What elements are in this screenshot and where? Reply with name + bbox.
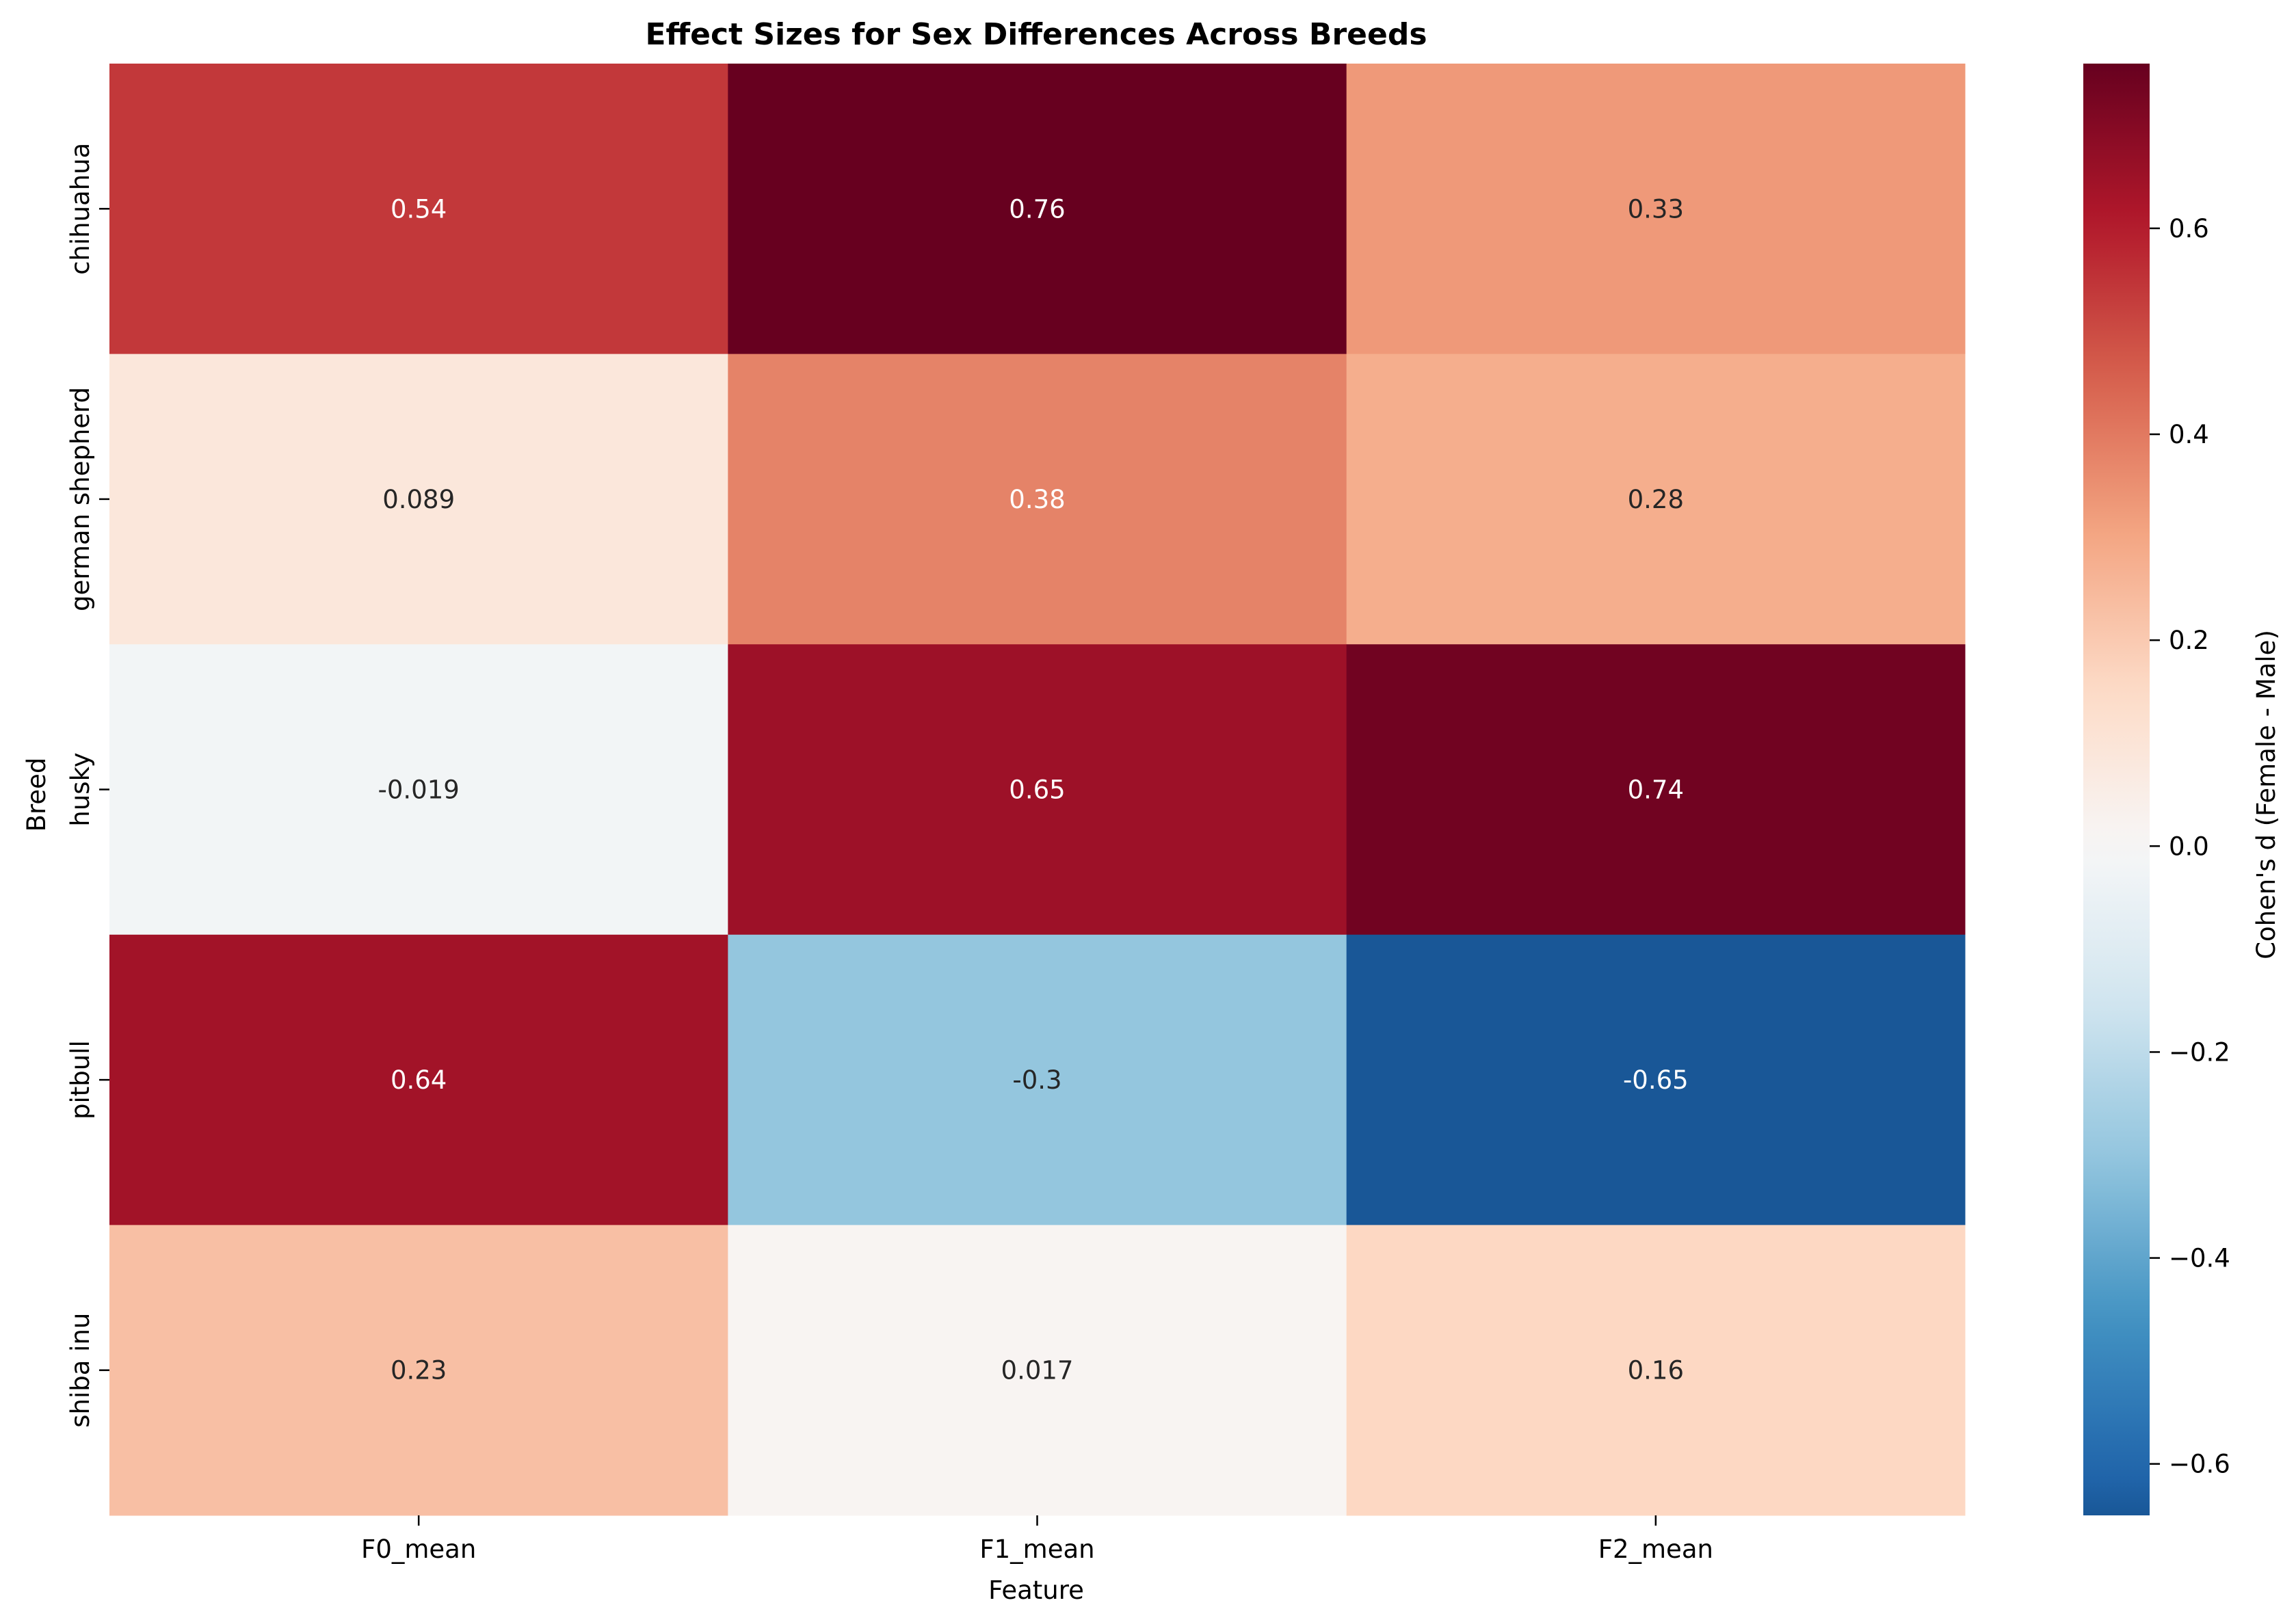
heatmap-cell [109,64,728,355]
cell-value-label: -0.65 [1623,1065,1689,1095]
cell-value-label: 0.16 [1628,1356,1684,1385]
heatmap-cell [1346,354,1966,645]
cell-value-label: 0.28 [1628,485,1684,514]
colorbar-tick-label: −0.4 [2169,1244,2230,1273]
y-tick-label: pitbull [66,1040,95,1119]
colorbar-tick-label: 0.2 [2169,626,2209,655]
heatmap-cell [1346,644,1966,935]
cell-value-label: 0.23 [391,1356,447,1385]
cell-value-label: 0.76 [1009,194,1065,224]
colorbar-tick-label: 0.6 [2169,214,2209,243]
heatmap-cell [728,1225,1347,1516]
heatmap-cell-labels: 0.54 0.76 0.33 0.089 0.38 0.28 -0.019 0.65 0.74 0… [378,194,1689,1385]
heatmap-cell [728,354,1347,645]
x-axis-label: Feature [988,1576,1084,1605]
heatmap-cell [728,644,1347,935]
heatmap-cells [109,64,1966,1516]
heatmap-cell [1346,934,1966,1225]
heatmap-cell [728,934,1347,1225]
cell-value-label: 0.65 [1009,775,1065,805]
y-axis: chihuahua german shepherd husky pitbull shib… [66,143,109,1428]
x-tick-label: F0_mean [361,1535,476,1564]
colorbar-tick-label: 0.4 [2169,420,2209,449]
heatmap-cell [109,644,728,935]
heatmap-cell [109,1225,728,1516]
colorbar-ticks: 0.6 0.4 0.2 0.0 −0.2 −0.4 −0.6 [2150,214,2230,1479]
heatmap-cell [728,64,1347,355]
chart-title: Effect Sizes for Sex Differences Across … [645,17,1427,52]
heatmap-cell [1346,1225,1966,1516]
cell-value-label: -0.3 [1012,1065,1061,1095]
cell-value-label: -0.019 [378,775,460,805]
cell-value-label: 0.017 [1001,1356,1074,1385]
x-axis: F0_mean F1_mean F2_mean [361,1515,1713,1564]
colorbar-tick-label: −0.2 [2169,1037,2230,1067]
y-axis-label: Breed [22,758,51,832]
heatmap-cell [109,934,728,1225]
y-tick-label: shiba inu [66,1313,95,1428]
colorbar-tick-label: 0.0 [2169,832,2209,861]
y-tick-label: chihuahua [66,143,95,275]
cell-value-label: 0.33 [1628,194,1684,224]
colorbar-tick-label: −0.6 [2169,1450,2230,1479]
cell-value-label: 0.38 [1009,485,1065,514]
colorbar-gradient [2083,64,2150,1515]
cell-value-label: 0.74 [1628,775,1684,805]
cell-value-label: 0.089 [382,485,455,514]
x-tick-label: F2_mean [1598,1535,1713,1564]
x-tick-label: F1_mean [979,1535,1094,1564]
heatmap-cell [1346,64,1966,355]
y-tick-label: husky [66,752,95,826]
colorbar-label: Cohen's d (Female - Male) [2252,630,2281,959]
colorbar: 0.6 0.4 0.2 0.0 −0.2 −0.4 −0.6 Cohen's d (Fema… [2083,64,2281,1515]
y-tick-label: german shepherd [66,387,95,611]
cell-value-label: 0.54 [391,194,447,224]
cell-value-label: 0.64 [391,1065,447,1095]
heatmap-cell [109,354,728,645]
